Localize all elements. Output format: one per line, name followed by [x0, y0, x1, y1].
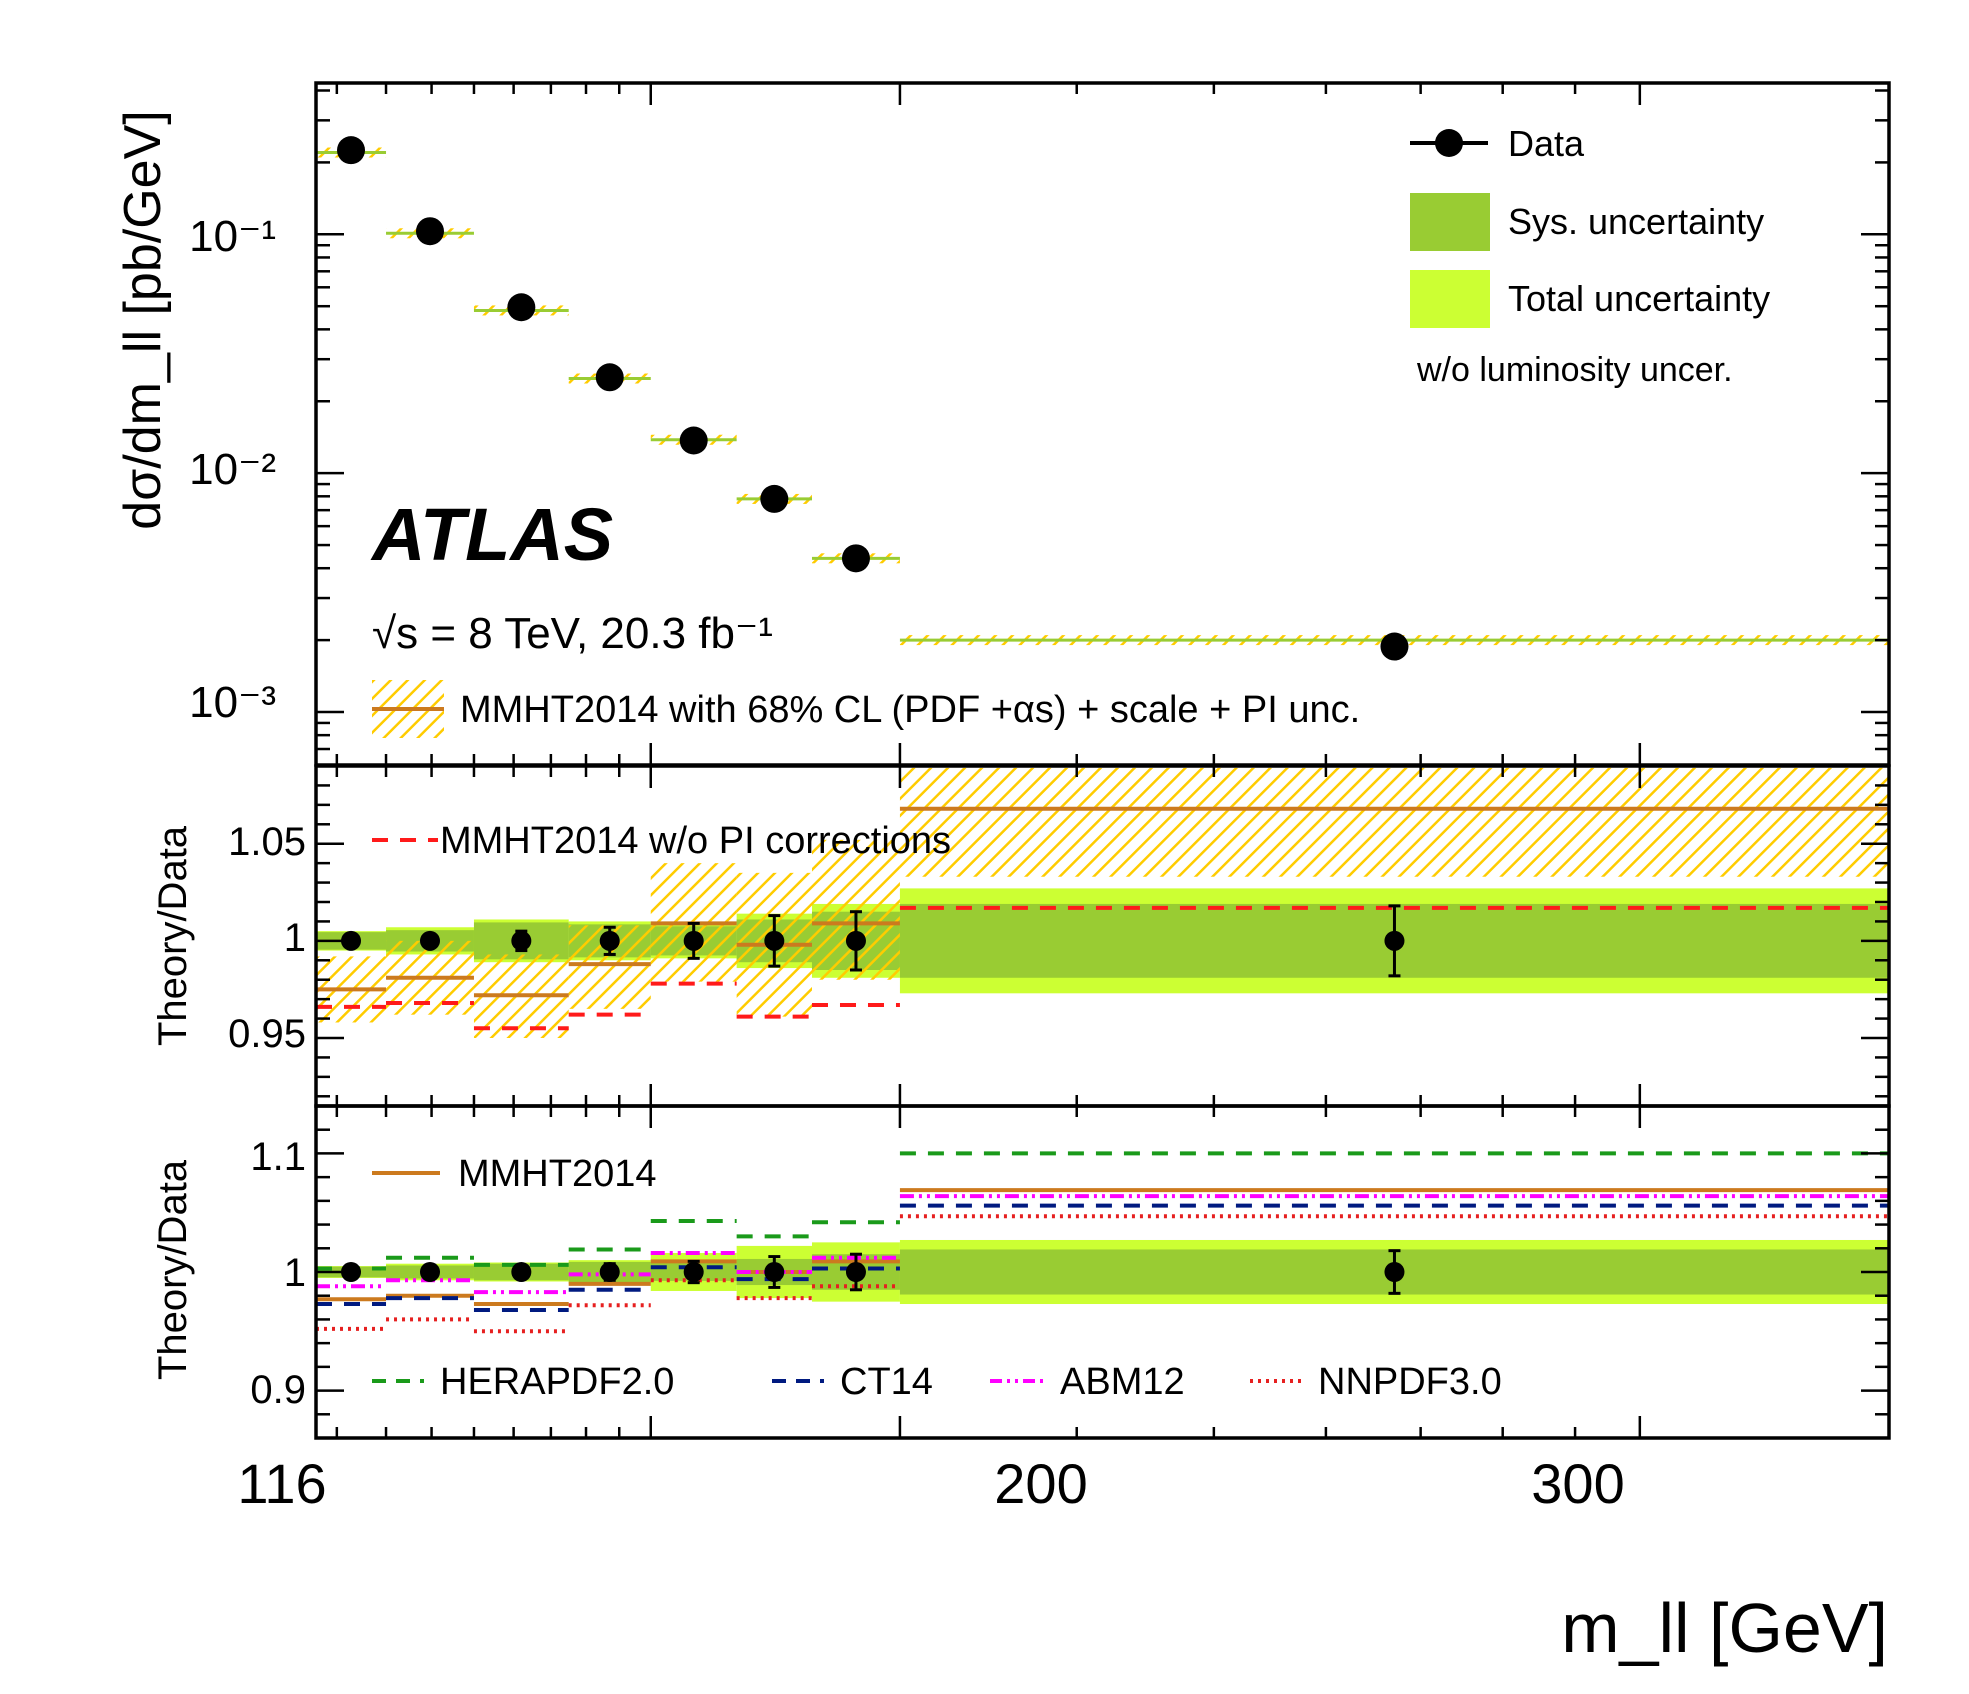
- legend-no-pi-label: MMHT2014 w/o PI corrections: [440, 820, 951, 862]
- ytick-1e-2: 10⁻²: [189, 445, 276, 494]
- legend-nnpdf-label: NNPDF3.0: [1318, 1361, 1502, 1403]
- data-point-bin-1: [341, 1262, 362, 1282]
- x-axis-title: m_ll [GeV]: [1561, 1589, 1888, 1667]
- data-point-bin-3: [511, 1262, 532, 1282]
- legend-herapdf-label: HERAPDF2.0: [440, 1361, 674, 1403]
- ytick-1.1: 1.1: [250, 1135, 306, 1179]
- mmht-legend-top: MMHT2014 with 68% CL (PDF +αs) + scale +…: [372, 680, 1360, 738]
- ytick-0.95: 0.95: [228, 1012, 306, 1056]
- legend-sys-label: Sys. uncertainty: [1508, 201, 1764, 242]
- data-point-bin-8: [1384, 930, 1405, 951]
- legend-data-label: Data: [1508, 123, 1585, 164]
- xtick-116: 116: [237, 1452, 326, 1515]
- data-point-bin-8: [1384, 1262, 1405, 1282]
- atlas-label: ATLAS: [370, 493, 613, 576]
- xtick-300: 300: [1531, 1452, 1624, 1515]
- ytick-1.05: 1.05: [228, 820, 306, 864]
- ytick-1e-3: 10⁻³: [189, 678, 276, 727]
- data-point-bin-4: [599, 1262, 620, 1282]
- legend-mmht-label: MMHT2014: [458, 1153, 657, 1195]
- y-tick-labels-ratio-2: 1.1 1 0.9: [250, 1135, 306, 1412]
- data-point-bin-2: [419, 1262, 440, 1282]
- ratio-panel-2: [316, 1151, 1889, 1334]
- data-point-bin-1: [341, 930, 362, 951]
- legend-data-marker: [1435, 129, 1463, 157]
- ytick-1r2: 1: [284, 1251, 306, 1295]
- xtick-200: 200: [994, 1452, 1087, 1515]
- legend-total-label: Total uncertainty: [1508, 278, 1770, 319]
- ylabel-top-text: dσ/dm_ll [pb/GeV]: [114, 110, 172, 529]
- data-point-bin-2: [415, 217, 444, 246]
- energy-lumi-label: √s = 8 TeV, 20.3 fb⁻¹: [372, 609, 773, 658]
- data-point-bin-6: [764, 1262, 785, 1282]
- data-point-bin-3: [507, 293, 536, 322]
- data-point-bin-6: [764, 930, 785, 951]
- legend-total-swatch: [1410, 270, 1490, 328]
- ytick-1: 1: [284, 916, 306, 960]
- ytick-0.9: 0.9: [250, 1368, 306, 1412]
- legend-top: Data Sys. uncertainty Total uncertainty …: [1410, 123, 1770, 389]
- y-axis-title-top: dσ/dm_ll [pb/GeV]: [114, 110, 172, 529]
- data-point-bin-6: [760, 484, 789, 513]
- data-point-bin-4: [599, 930, 620, 951]
- data-point-bin-1: [337, 136, 366, 165]
- legend-sys-swatch: [1410, 193, 1490, 251]
- legend-lumi-note: w/o luminosity uncer.: [1416, 351, 1733, 389]
- data-point-bin-7: [845, 1262, 866, 1282]
- cross-section-panel: [316, 136, 1889, 661]
- axis-ticks: [316, 83, 1889, 1438]
- mmht-legend-label: MMHT2014 with 68% CL (PDF +αs) + scale +…: [460, 689, 1360, 731]
- data-point-bin-5: [679, 426, 708, 455]
- legend-ratio-1: MMHT2014 w/o PI corrections: [372, 820, 951, 862]
- ylabel-ratio-1: Theory/Data: [151, 825, 195, 1046]
- data-point-bin-5: [683, 930, 704, 951]
- ylabel-ratio-2: Theory/Data: [151, 1159, 195, 1380]
- x-tick-labels: 116 200 300: [237, 1452, 1624, 1515]
- data-point-bin-4: [595, 363, 624, 392]
- data-point-bin-8: [1380, 632, 1409, 661]
- ytick-1e-1: 10⁻¹: [189, 212, 276, 261]
- y-tick-labels-ratio-1: 1.05 1 0.95: [228, 820, 306, 1056]
- ratio-panel-1: [316, 768, 1889, 1038]
- data-point-bin-2: [419, 930, 440, 951]
- y-tick-labels-top: 10⁻¹ 10⁻² 10⁻³: [189, 212, 276, 727]
- legend-ratio-2: MMHT2014 HERAPDF2.0 CT14 ABM12 NNPDF3.0: [372, 1153, 1502, 1403]
- frame-top: [314, 81, 1891, 767]
- legend-ct14-label: CT14: [840, 1361, 933, 1403]
- data-point-bin-7: [845, 930, 866, 951]
- data-point-bin-3: [511, 930, 532, 951]
- mmht-unc-band-bin-8: [899, 768, 1889, 877]
- data-point-bin-7: [841, 544, 870, 573]
- legend-abm12-label: ABM12: [1060, 1361, 1185, 1403]
- data-point-bin-5: [683, 1262, 704, 1282]
